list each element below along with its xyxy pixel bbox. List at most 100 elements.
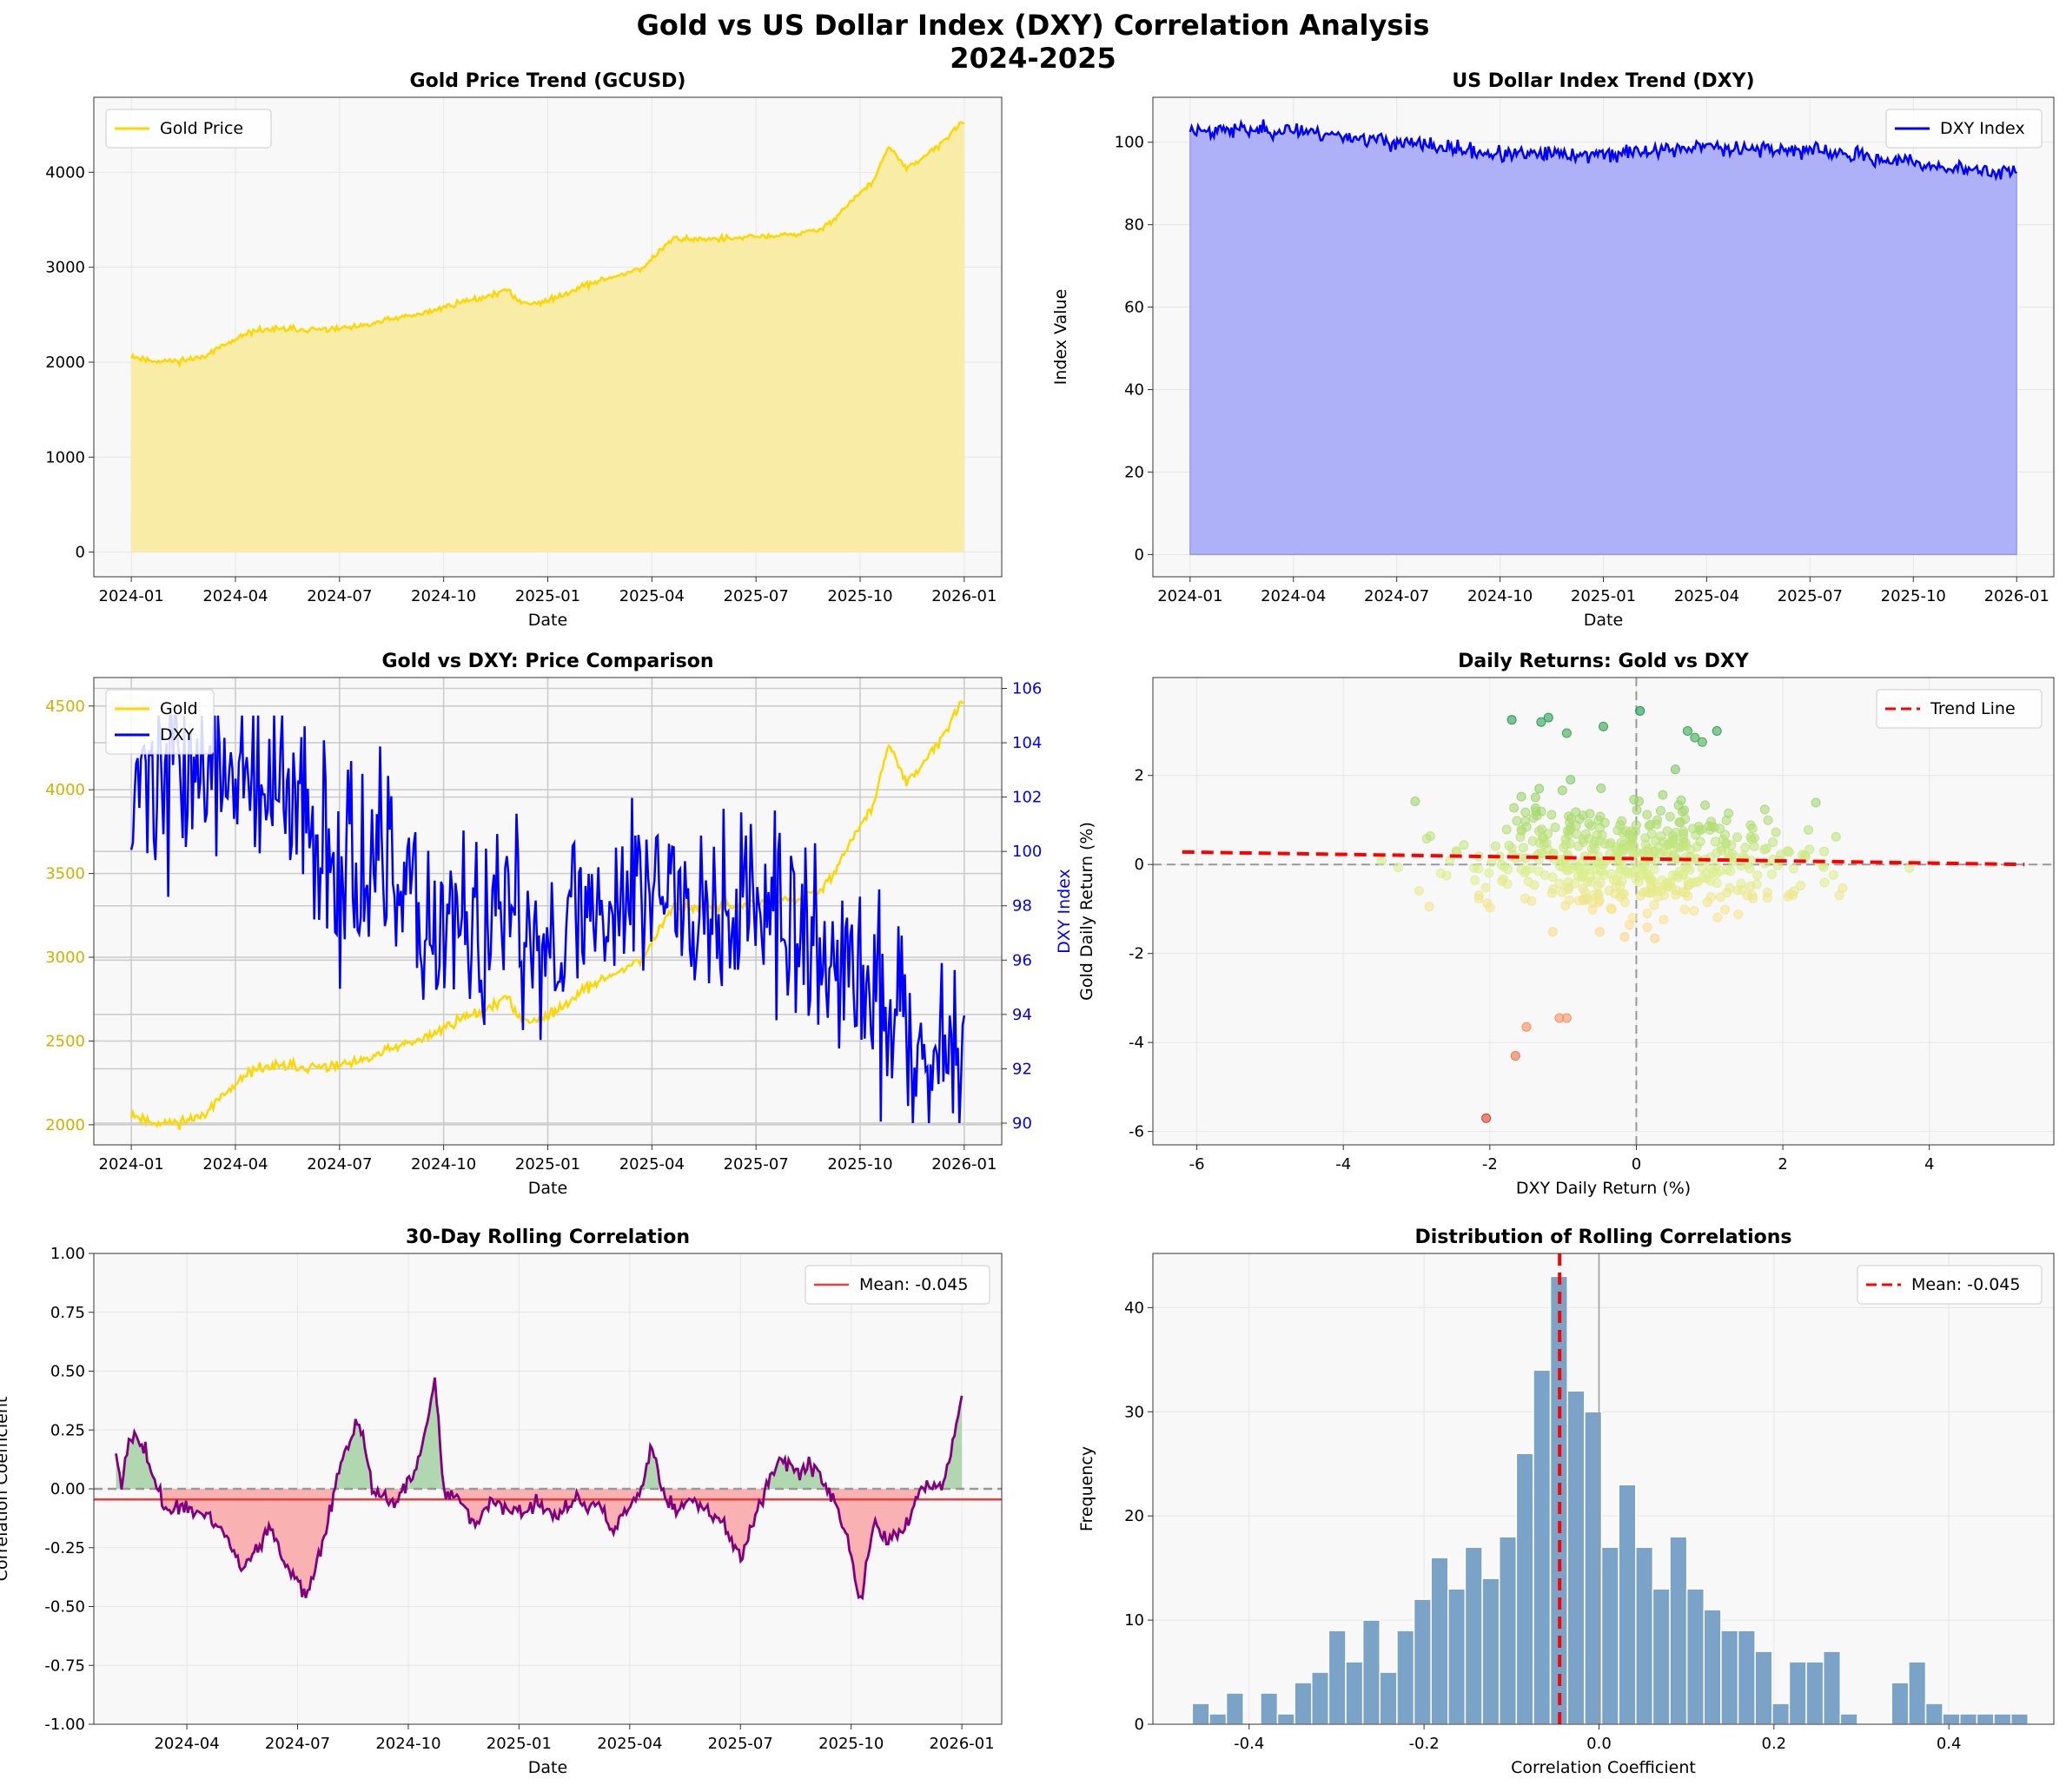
scatter-point — [1639, 887, 1649, 897]
x-tick-label: 2024-04 — [202, 1155, 268, 1174]
scatter-point — [1768, 837, 1778, 848]
subplot-title: US Dollar Index Trend (DXY) — [1452, 70, 1754, 92]
scatter-point — [1682, 725, 1692, 736]
scatter-point — [1572, 829, 1582, 839]
axes-frame — [1152, 1253, 2055, 1725]
scatter-point — [1515, 832, 1526, 843]
scatter-point — [1543, 844, 1553, 855]
scatter-point — [1904, 863, 1915, 873]
x-axis-ticks: 2024-01 2024-04 2024-07 2024-10 2025-01 2025-… — [99, 1145, 997, 1174]
y-axis-ticks: 0 10 20 30 40 — [1124, 1299, 1153, 1734]
scatter-point — [1582, 876, 1593, 887]
scatter-point — [1615, 867, 1626, 877]
scatter-point — [1689, 906, 1699, 916]
histogram-bar — [1515, 1452, 1534, 1725]
scatter-point — [1834, 890, 1844, 901]
scatter-point — [1732, 832, 1743, 843]
subplot-rolling_correlation: 2024-04 2024-07 2024-10 2025-01 2025-04 2025-… — [0, 1227, 1003, 1777]
y-tick-label: 2000 — [45, 354, 85, 372]
scatter-point — [1642, 810, 1652, 820]
scatter-point — [1611, 882, 1621, 892]
y-tick-label: 2 — [1135, 767, 1144, 785]
right-tick-label: 98 — [1012, 897, 1032, 916]
scatter-point — [1650, 933, 1660, 943]
scatter-point — [1679, 904, 1690, 915]
scatter-point — [1720, 830, 1731, 840]
y-axis-ticks: -6 -4 -2 0 2 — [1129, 767, 1153, 1141]
subplot-title: Gold vs DXY: Price Comparison — [381, 651, 713, 672]
legend-label: Gold — [160, 699, 198, 718]
histogram-bar — [1720, 1630, 1739, 1725]
scatter-point — [1528, 813, 1539, 823]
scatter-point — [1537, 833, 1547, 843]
scatter-point — [1410, 797, 1420, 807]
legend-label: DXY Index — [1940, 119, 2025, 138]
y-tick-label: -0.25 — [44, 1539, 85, 1557]
scatter-point — [1721, 839, 1732, 850]
scatter-point — [1697, 737, 1707, 747]
legend-box — [105, 109, 272, 149]
x-tick-label: 0.4 — [1937, 1735, 1962, 1753]
scatter-point — [1710, 836, 1720, 847]
scatter-point — [1674, 866, 1685, 876]
scatter-point — [1715, 892, 1725, 903]
x-tick-label: 2025-01 — [487, 1735, 552, 1753]
histogram-bar — [1908, 1661, 1927, 1725]
scatter-point — [1473, 893, 1484, 903]
x-tick-label: 2025-10 — [1881, 587, 1946, 605]
scatter-point — [1518, 843, 1528, 853]
scatter-point — [1561, 728, 1572, 738]
scatter-point — [1521, 822, 1532, 832]
scatter-point — [1667, 838, 1678, 849]
scatter-point — [1521, 1022, 1532, 1032]
scatter-point — [1732, 885, 1743, 896]
scatter-point — [1819, 877, 1830, 888]
scatter-point — [1565, 817, 1575, 828]
scatter-point — [1724, 808, 1734, 818]
subplot-dxy_trend: 2024-01 2024-04 2024-07 2024-10 2025-01 2025-… — [1051, 70, 2055, 630]
histogram-bar — [1310, 1671, 1330, 1725]
histogram-bar — [1430, 1557, 1449, 1725]
x-tick-label: -0.4 — [1234, 1735, 1264, 1753]
y-axis-ticks: 0 1000 2000 3000 4000 — [45, 163, 94, 562]
scatter-point — [1376, 856, 1387, 866]
histogram-bar — [1993, 1713, 2012, 1725]
histogram-bar — [1328, 1630, 1347, 1725]
x-tick-label: 2024-04 — [154, 1735, 219, 1753]
scatter-point — [1714, 823, 1725, 834]
scatter-point — [1646, 880, 1656, 890]
x-tick-label: 2025-07 — [724, 587, 789, 605]
scatter-point — [1547, 884, 1558, 895]
scatter-point — [1679, 833, 1689, 843]
x-tick-label: 2024-07 — [1364, 587, 1429, 605]
right-grid — [94, 687, 1002, 1124]
scatter-point — [1578, 810, 1588, 821]
histogram-bar — [1788, 1661, 1807, 1725]
histogram-bar — [1891, 1682, 1910, 1725]
scatter-point — [1520, 807, 1531, 817]
right-tick-label: 94 — [1012, 1006, 1032, 1024]
y-axis-label: Frequency — [1077, 1446, 1096, 1531]
scatter-point — [1749, 841, 1759, 851]
x-axis-ticks: 2024-04 2024-07 2024-10 2025-01 2025-04 2025-… — [154, 1724, 995, 1753]
right-tick-label: 96 — [1012, 951, 1032, 969]
scatter-point — [1599, 817, 1610, 828]
scatter-point — [1579, 887, 1590, 897]
scatter-point — [1694, 824, 1705, 835]
histogram-bar — [1839, 1713, 1858, 1725]
histogram-bar — [1618, 1484, 1637, 1725]
legend-label: Mean: -0.045 — [1911, 1275, 2020, 1294]
scatter-point — [1789, 886, 1799, 896]
scatter-point — [1560, 839, 1571, 850]
right-tick-label: 92 — [1012, 1060, 1032, 1078]
scatter-point — [1752, 870, 1763, 881]
scatter-point — [1487, 856, 1497, 867]
x-tick-label: 2025-10 — [818, 1735, 884, 1753]
scatter-point — [1598, 859, 1608, 870]
x-axis-label: DXY Daily Return (%) — [1516, 1179, 1691, 1198]
x-tick-label: 2024-10 — [375, 1735, 440, 1753]
subplot-title: Daily Returns: Gold vs DXY — [1458, 651, 1750, 672]
y-tick-label: 4000 — [45, 163, 85, 182]
y-tick-label: 0.50 — [50, 1363, 85, 1381]
